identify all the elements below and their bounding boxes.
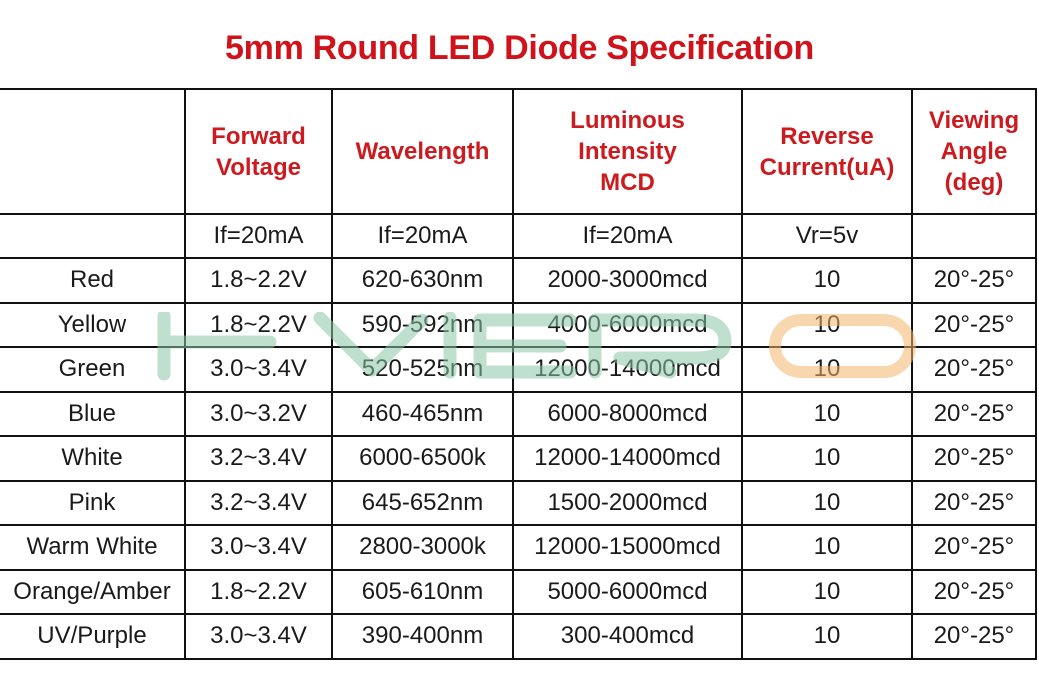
viewing-angle-cell: 20°-25° <box>911 524 1037 571</box>
header-line: (deg) <box>944 169 1004 196</box>
color-cell: Orange/Amber <box>0 568 186 615</box>
viewing-angle-cell: 20°-25° <box>911 301 1037 348</box>
condition-cell: If=20mA <box>184 213 333 259</box>
luminous-intensity-cell: 300-400mcd <box>512 613 743 660</box>
header-line: Luminous <box>570 107 685 134</box>
luminous-intensity-cell: 12000-15000mcd <box>512 524 743 571</box>
reverse-current-cell: 10 <box>741 435 913 482</box>
reverse-current-cell: 10 <box>741 479 913 526</box>
table-row: Blue 3.0~3.2V 460-465nm 6000-8000mcd 10 … <box>0 390 1037 437</box>
header-line: Current(uA) <box>759 153 895 181</box>
forward-voltage-cell: 3.0~3.4V <box>184 346 333 393</box>
viewing-angle-cell: 20°-25° <box>911 435 1037 482</box>
viewing-angle-cell: 20°-25° <box>911 390 1037 437</box>
condition-cell: If=20mA <box>512 213 743 259</box>
forward-voltage-cell: 1.8~2.2V <box>184 257 333 304</box>
forward-voltage-cell: 3.0~3.4V <box>184 524 333 571</box>
wavelength-cell: 620-630nm <box>331 257 514 304</box>
luminous-intensity-cell: 6000-8000mcd <box>512 390 743 437</box>
color-cell: UV/Purple <box>0 613 186 660</box>
reverse-current-cell: 10 <box>741 613 913 660</box>
forward-voltage-cell: 3.0~3.4V <box>184 613 333 660</box>
reverse-current-cell: 10 <box>741 346 913 393</box>
header-cell-color <box>0 88 186 215</box>
table-row: Warm White 3.0~3.4V 2800-3000k 12000-150… <box>0 524 1037 571</box>
table-row: UV/Purple 3.0~3.4V 390-400nm 300-400mcd … <box>0 613 1037 660</box>
viewing-angle-cell: 20°-25° <box>911 346 1037 393</box>
color-cell: Green <box>0 346 186 393</box>
wavelength-cell: 6000-6500k <box>331 435 514 482</box>
table-row: Red 1.8~2.2V 620-630nm 2000-3000mcd 10 2… <box>0 257 1037 304</box>
color-cell: Blue <box>0 390 186 437</box>
wavelength-cell: 460-465nm <box>331 390 514 437</box>
header-line: Reverse <box>780 122 874 150</box>
reverse-current-cell: 10 <box>741 390 913 437</box>
header-line: Viewing <box>928 107 1020 134</box>
header-cell-forward-voltage: Forward Voltage <box>184 88 333 215</box>
forward-voltage-cell: 1.8~2.2V <box>184 568 333 615</box>
header-line: Voltage <box>216 153 301 181</box>
luminous-intensity-cell: 12000-14000mcd <box>512 435 743 482</box>
header-cell-reverse-current: Reverse Current(uA) <box>741 88 913 215</box>
wavelength-cell: 645-652nm <box>331 479 514 526</box>
viewing-angle-cell: 20°-25° <box>911 257 1037 304</box>
luminous-intensity-cell: 12000-14000mcd <box>512 346 743 393</box>
luminous-intensity-cell: 1500-2000mcd <box>512 479 743 526</box>
condition-cell: Vr=5v <box>741 213 913 259</box>
wavelength-cell: 2800-3000k <box>331 524 514 571</box>
reverse-current-cell: 10 <box>741 568 913 615</box>
reverse-current-cell: 10 <box>741 301 913 348</box>
forward-voltage-cell: 3.0~3.2V <box>184 390 333 437</box>
page-title: 5mm Round LED Diode Specification <box>225 29 814 67</box>
header-row: Forward Voltage Wavelength Luminous Inte… <box>0 88 1037 215</box>
luminous-intensity-cell: 2000-3000mcd <box>512 257 743 304</box>
table-row: Green 3.0~3.4V 520-525nm 12000-14000mcd … <box>0 346 1037 393</box>
forward-voltage-cell: 3.2~3.4V <box>184 479 333 526</box>
header-cell-wavelength: Wavelength <box>331 88 514 215</box>
header-line: Wavelength <box>355 138 490 165</box>
color-cell: Warm White <box>0 524 186 571</box>
table-row: Pink 3.2~3.4V 645-652nm 1500-2000mcd 10 … <box>0 479 1037 526</box>
forward-voltage-cell: 3.2~3.4V <box>184 435 333 482</box>
header-line: Forward <box>211 122 306 150</box>
luminous-intensity-cell: 4000-6000mcd <box>512 301 743 348</box>
viewing-angle-cell: 20°-25° <box>911 479 1037 526</box>
header-cell-luminous-intensity: Luminous Intensity MCD <box>512 88 743 215</box>
forward-voltage-cell: 1.8~2.2V <box>184 301 333 348</box>
header-cell-viewing-angle: Viewing Angle (deg) <box>911 88 1037 215</box>
color-cell: Red <box>0 257 186 304</box>
conditions-row: If=20mA If=20mA If=20mA Vr=5v <box>0 213 1037 259</box>
condition-cell: If=20mA <box>331 213 514 259</box>
color-cell: Yellow <box>0 301 186 348</box>
color-cell: White <box>0 435 186 482</box>
wavelength-cell: 605-610nm <box>331 568 514 615</box>
table-row: Yellow 1.8~2.2V 590-592nm 4000-6000mcd 1… <box>0 301 1037 348</box>
wavelength-cell: 390-400nm <box>331 613 514 660</box>
reverse-current-cell: 10 <box>741 257 913 304</box>
header-line: Intensity <box>578 138 677 165</box>
spec-table: Forward Voltage Wavelength Luminous Inte… <box>0 88 1037 660</box>
table-row: White 3.2~3.4V 6000-6500k 12000-14000mcd… <box>0 435 1037 482</box>
condition-cell <box>0 213 186 259</box>
viewing-angle-cell: 20°-25° <box>911 613 1037 660</box>
condition-cell <box>911 213 1037 259</box>
header-line: MCD <box>600 169 655 196</box>
wavelength-cell: 590-592nm <box>331 301 514 348</box>
color-cell: Pink <box>0 479 186 526</box>
viewing-angle-cell: 20°-25° <box>911 568 1037 615</box>
header-line: Angle <box>940 138 1008 165</box>
table-row: Orange/Amber 1.8~2.2V 605-610nm 5000-600… <box>0 568 1037 615</box>
reverse-current-cell: 10 <box>741 524 913 571</box>
wavelength-cell: 520-525nm <box>331 346 514 393</box>
luminous-intensity-cell: 5000-6000mcd <box>512 568 743 615</box>
